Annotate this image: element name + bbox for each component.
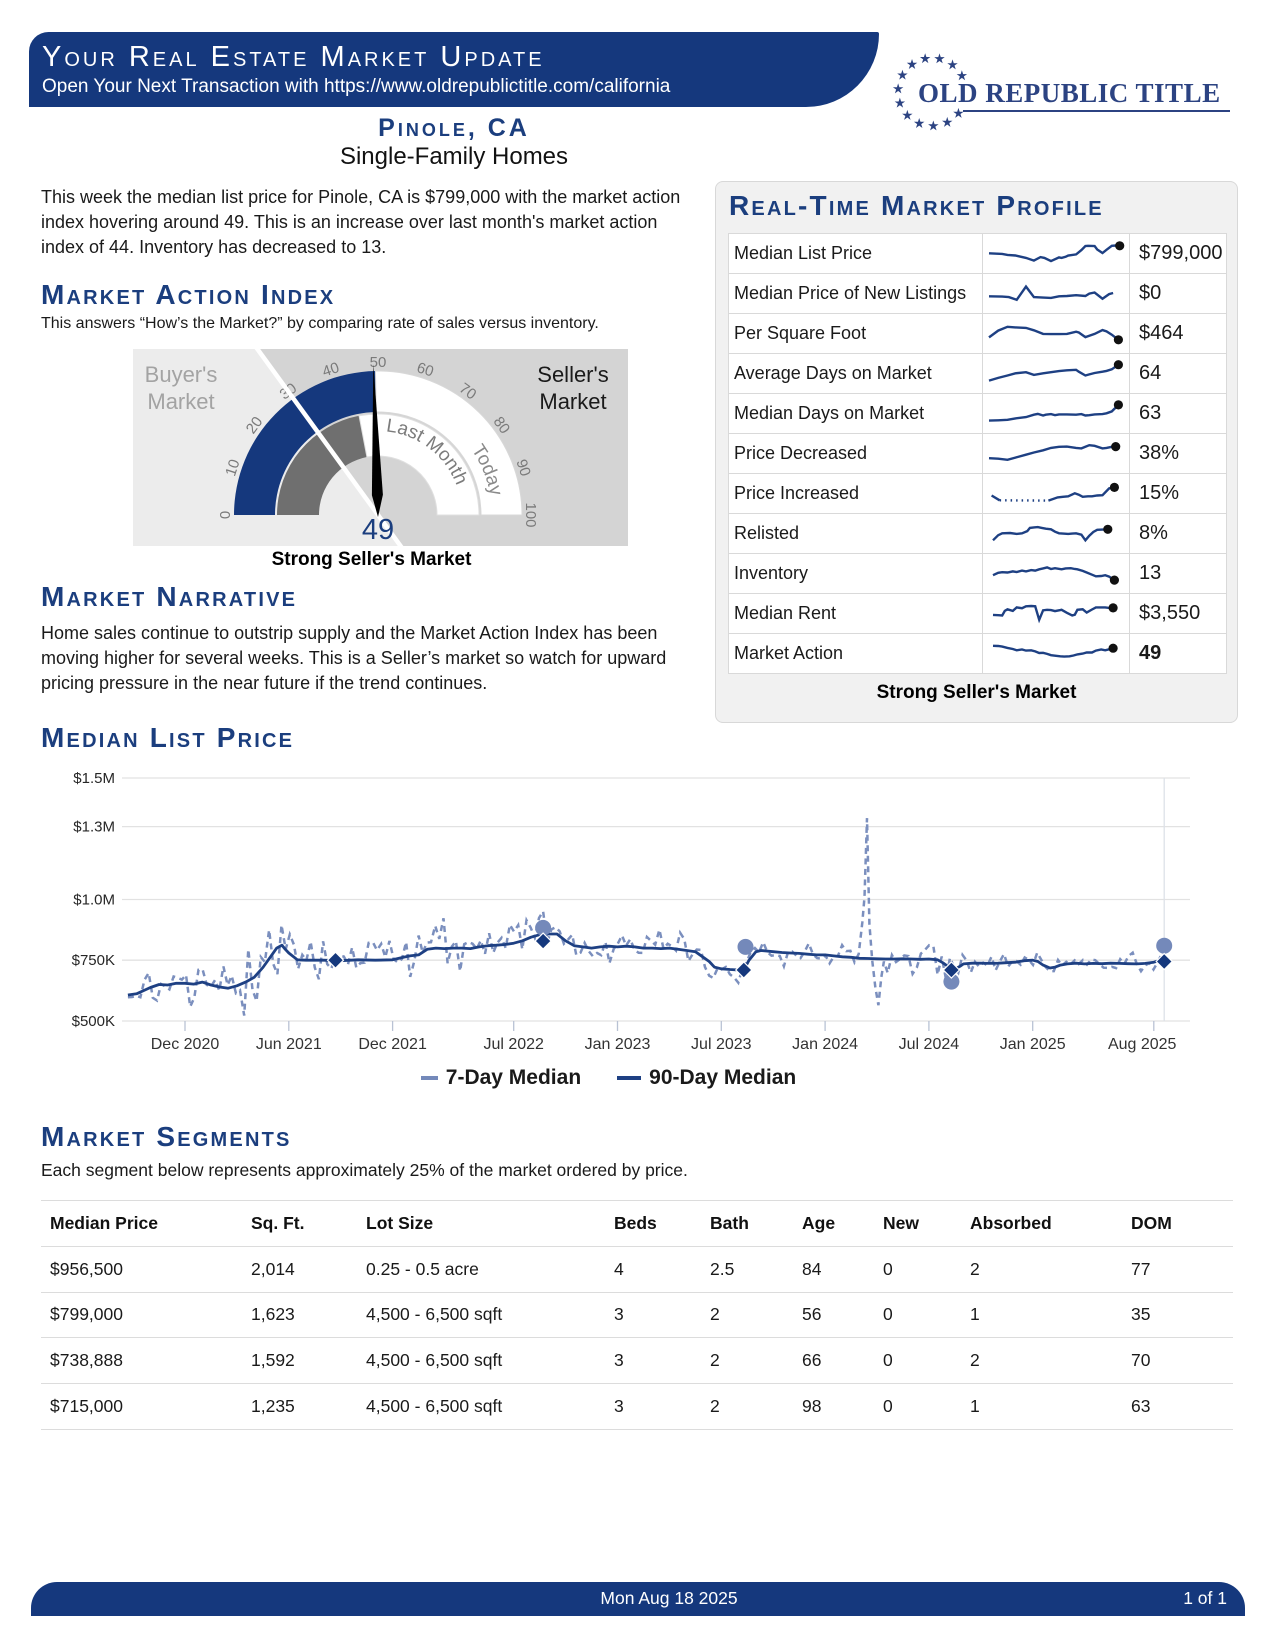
svg-text:100: 100 [522, 502, 539, 527]
svg-text:Jun 2021: Jun 2021 [256, 1036, 322, 1053]
svg-text:Jan 2023: Jan 2023 [585, 1036, 651, 1053]
svg-text:$500K: $500K [72, 1013, 115, 1030]
svg-text:20: 20 [243, 414, 267, 437]
svg-text:Jul 2023: Jul 2023 [691, 1036, 752, 1053]
svg-text:Dec 2021: Dec 2021 [358, 1036, 427, 1053]
svg-text:49: 49 [362, 514, 394, 546]
svg-text:0: 0 [217, 511, 234, 519]
svg-text:Jul 2024: Jul 2024 [899, 1036, 960, 1053]
svg-text:70: 70 [456, 380, 479, 404]
svg-text:$750K: $750K [72, 952, 115, 969]
svg-text:$1.5M: $1.5M [73, 770, 115, 787]
svg-text:$1.3M: $1.3M [73, 819, 115, 836]
svg-text:Jul 2022: Jul 2022 [483, 1036, 544, 1053]
svg-text:60: 60 [415, 359, 436, 380]
svg-text:Aug 2025: Aug 2025 [1108, 1036, 1177, 1053]
svg-text:90: 90 [512, 457, 533, 478]
svg-text:Seller's: Seller's [537, 362, 608, 387]
svg-text:Market: Market [147, 389, 214, 414]
svg-text:50: 50 [370, 354, 387, 371]
svg-text:80: 80 [490, 414, 514, 437]
svg-text:Jan 2024: Jan 2024 [792, 1036, 858, 1053]
svg-text:Market: Market [539, 389, 606, 414]
svg-text:Dec 2020: Dec 2020 [151, 1036, 220, 1053]
svg-text:Buyer's: Buyer's [145, 362, 218, 387]
svg-text:40: 40 [320, 359, 341, 380]
svg-text:$1.0M: $1.0M [73, 892, 115, 909]
svg-text:OLD REPUBLIC TITLE: OLD REPUBLIC TITLE [918, 78, 1221, 108]
svg-text:10: 10 [222, 457, 243, 478]
svg-text:Jan 2025: Jan 2025 [1000, 1036, 1066, 1053]
